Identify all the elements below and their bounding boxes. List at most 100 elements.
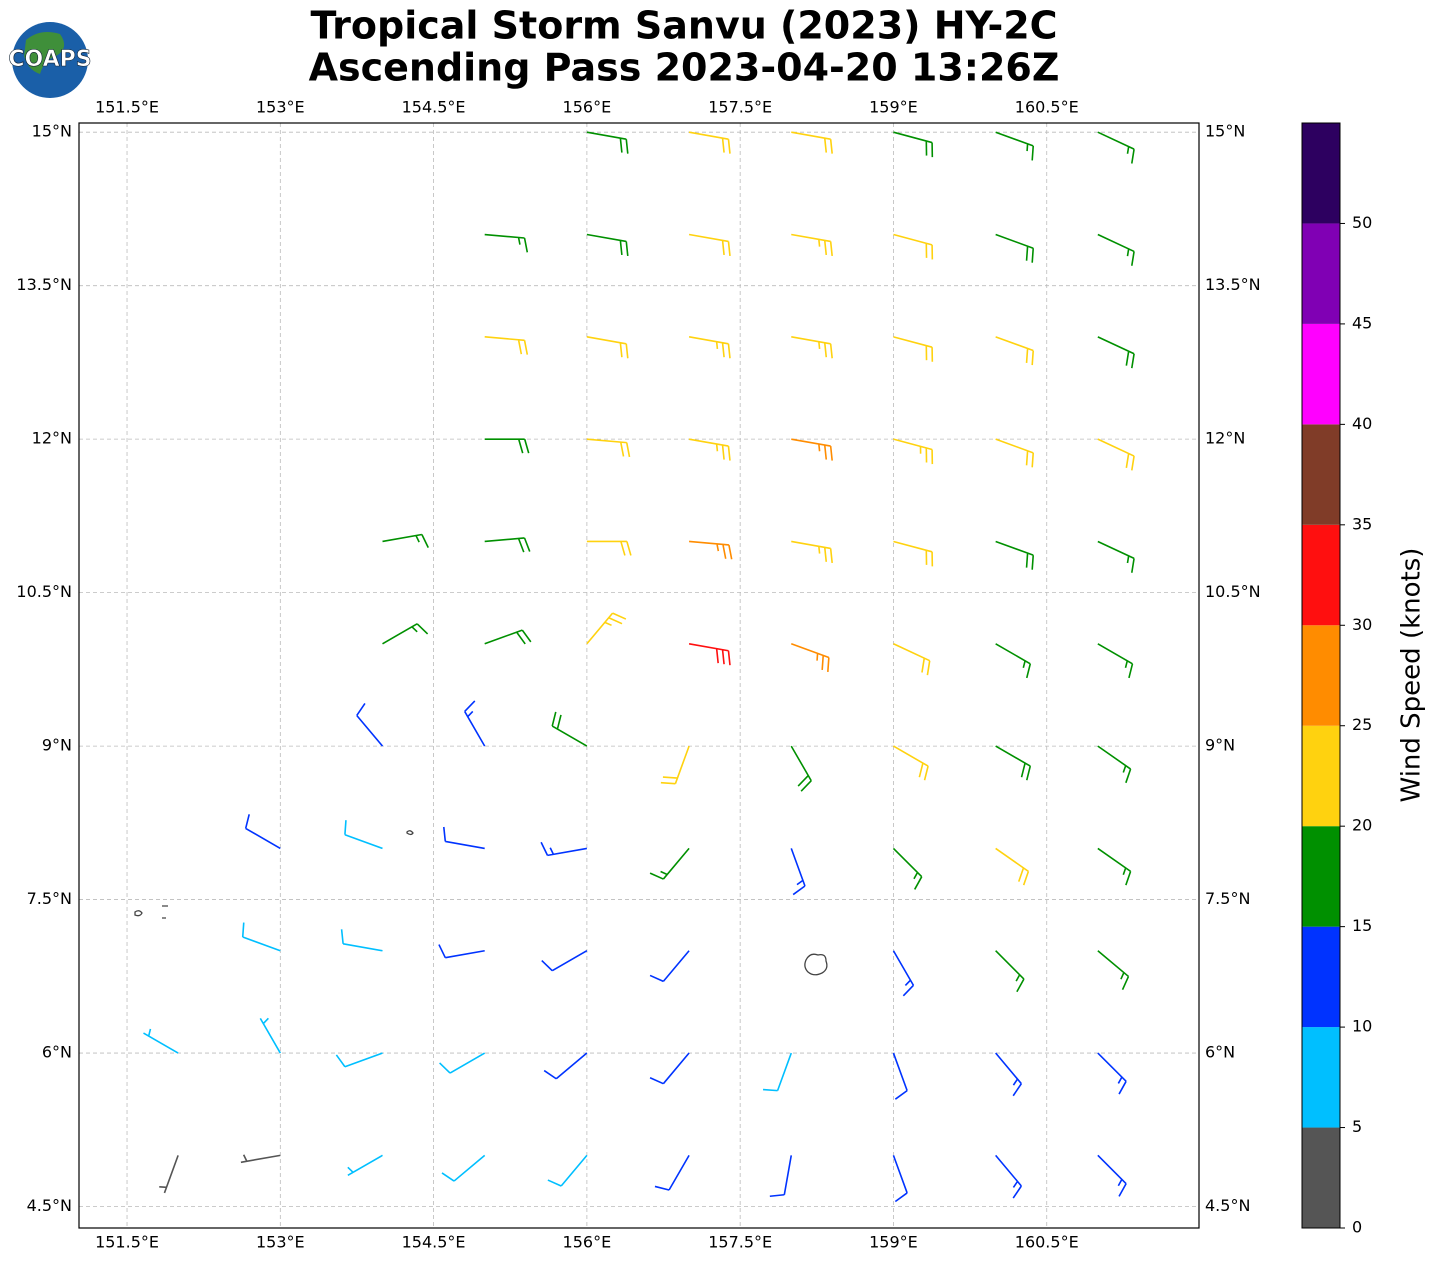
wind-barb [791, 233, 833, 257]
logo: COAPS [8, 22, 92, 98]
colorbar-segment [1302, 1127, 1340, 1228]
wind-barb [240, 1154, 281, 1164]
colorbar-segment [1302, 524, 1340, 626]
wind-barb [995, 233, 1035, 263]
y-tick-label: 4.5°N [27, 1196, 72, 1215]
colorbar-segment [1302, 826, 1340, 927]
y-tick-label: 9°N [1205, 736, 1235, 755]
wind-barb [649, 1052, 690, 1085]
wind-barb [1097, 643, 1134, 679]
wind-barb [649, 950, 690, 983]
y-tick-label: 13.5°N [1205, 275, 1261, 294]
wind-barb [1097, 336, 1135, 369]
wind-barb [688, 233, 731, 257]
wind-barb [790, 745, 812, 792]
grid [79, 123, 1199, 1228]
y-tick-label: 9°N [42, 736, 72, 755]
y-tick-label: 15°N [32, 122, 72, 141]
colorbar-segment [1302, 424, 1340, 525]
wind-barb [586, 131, 629, 154]
wind-barb [547, 1154, 588, 1187]
wind-barb [586, 233, 629, 257]
colorbar-tick-label: 50 [1352, 213, 1372, 232]
x-tick-label: 154.5°E [402, 1233, 466, 1252]
x-tick-label: 156°E [563, 1233, 612, 1252]
wind-barbs [143, 131, 1135, 1203]
wind-barb [995, 336, 1035, 366]
y-tick-label: 10.5°N [16, 582, 72, 601]
colorbar-segment [1302, 223, 1340, 324]
chart-title: Tropical Storm Sanvu (2023) HY-2C [310, 4, 1057, 48]
wind-barb [543, 1052, 588, 1080]
wind-barb [464, 700, 486, 747]
wind-barb [893, 745, 929, 781]
wind-barb [791, 438, 833, 461]
wind-barb [1097, 950, 1130, 991]
y-tick-label: 7.5°N [1205, 889, 1250, 908]
wind-barb [1097, 233, 1135, 266]
wind-barb [1097, 540, 1135, 573]
wind-barb [484, 233, 529, 253]
wind-barb [995, 847, 1030, 886]
colorbar-tick-label: 0 [1352, 1218, 1362, 1237]
wind-barb [1097, 131, 1135, 164]
coastlines [134, 830, 828, 976]
colorbar-tick-label: 35 [1352, 514, 1372, 533]
colorbar-segment [1302, 1027, 1340, 1128]
colorbar-tick-label: 5 [1352, 1117, 1362, 1136]
wind-barb [790, 848, 806, 896]
wind-barb [484, 438, 530, 454]
wind-barb [356, 702, 384, 747]
y-tick-label: 12°N [1205, 429, 1245, 448]
wind-barb [995, 643, 1032, 679]
colorbar-segment [1302, 725, 1340, 827]
wind-barb [892, 950, 915, 997]
x-tick-label: 157.5°E [708, 1233, 772, 1252]
x-tick-label: 153°E [256, 98, 305, 117]
logo-land [24, 32, 65, 74]
wind-barb [688, 336, 731, 359]
colorbar-segment [1302, 926, 1340, 1028]
colorbar-segment [1302, 625, 1340, 726]
chart-subtitle: Ascending Pass 2023-04-20 13:26Z [309, 46, 1060, 90]
island [162, 905, 168, 919]
wind-barb [586, 336, 629, 359]
wind-barb [1097, 847, 1132, 886]
wind-barb [791, 540, 833, 563]
wind-barb [995, 438, 1035, 468]
wind-barb [484, 336, 529, 355]
wind-barb [438, 944, 485, 959]
wind-barb [893, 336, 934, 362]
wind-barb [1097, 438, 1135, 471]
wind-barb [893, 233, 934, 260]
wind-barb [995, 950, 1025, 993]
colorbar-segment [1302, 323, 1340, 425]
colorbar-tick-label: 30 [1352, 615, 1372, 634]
wind-barb [791, 336, 833, 359]
colorbar-tick-label: 10 [1352, 1017, 1372, 1036]
wind-barb [893, 540, 934, 567]
colorbar-tick-label: 25 [1352, 715, 1372, 734]
wind-barb [382, 623, 429, 645]
x-tick-label: 153°E [256, 1233, 305, 1252]
wind-barb [654, 1154, 690, 1191]
wind-barb [540, 841, 588, 857]
wind-barb [893, 438, 934, 465]
x-tick-label: 151.5°E [95, 1233, 159, 1252]
wind-barb [649, 847, 690, 880]
y-tick-label: 4.5°N [1205, 1196, 1250, 1215]
wind-barb [892, 847, 923, 890]
wind-barb [689, 540, 733, 560]
map-frame [78, 122, 1200, 1229]
colorbar: 0 5 10 15 20 25 30 35 40 45 50 [1301, 122, 1372, 1237]
wind-barb [484, 629, 532, 645]
wind-barb [347, 1154, 383, 1177]
wind-barb [995, 745, 1032, 781]
wind-barb [660, 745, 690, 785]
x-tick-label: 159°E [869, 98, 918, 117]
wind-barb [688, 438, 731, 461]
axes: 151.5°E 151.5°E 153°E 153°E 154.5°E 154.5°E 15… [16, 98, 1260, 1252]
wind-barb [763, 1052, 793, 1092]
wind-barb [143, 1028, 179, 1054]
